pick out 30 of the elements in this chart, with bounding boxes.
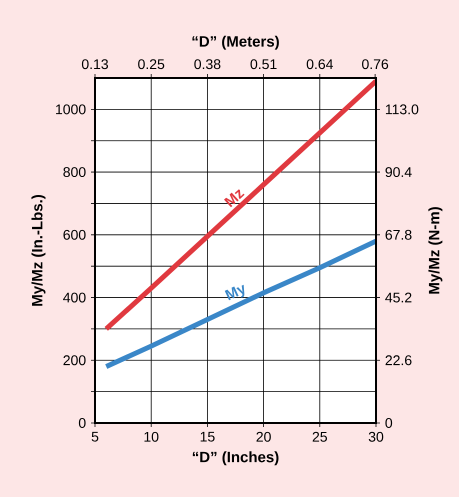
x2-tick-label: 0.13 [82,59,108,70]
x-tick-label: 30 [368,432,384,442]
x-tick-label: 10 [144,432,158,442]
y-axis-title: My/Mz (In.-Lbs.) [31,195,46,306]
y2-tick-label: 0 [385,418,392,428]
x-axis-title: “D” (Inches) [192,451,278,466]
x2-tick-label: 0.51 [250,59,277,70]
x2-tick-label: 0.38 [194,59,220,70]
y2-tick-label: 113.0 [386,104,418,114]
x2-axis-title: “D” (Meters) [192,36,279,50]
y-tick-label: 1000 [56,104,86,114]
y-tick-label: 400 [63,292,86,302]
y2-tick-label: 67.8 [386,230,412,240]
y-tick-label: 800 [63,167,86,178]
y-tick-label: 0 [78,418,86,428]
y2-tick-label: 22.6 [386,355,412,366]
x2-tick-label: 0.25 [138,59,164,70]
text: Mz [224,189,245,208]
y2-tick-label: 90.4 [386,167,412,178]
y2-axis-title: My/Mz (N-m) [428,207,442,294]
y-tick-label: 600 [63,230,86,240]
x-tick-label: 5 [92,432,98,442]
y2-tick-label: 45.2 [385,292,412,302]
y-tick-label: 200 [63,355,86,366]
text: My [224,284,244,300]
x2-tick-label: 0.64 [306,59,334,70]
x-tick-label: 25 [312,432,327,442]
x-tick-label: 15 [200,432,215,442]
x2-tick-label: 0.76 [362,59,388,70]
x-tick-label: 20 [256,432,271,442]
